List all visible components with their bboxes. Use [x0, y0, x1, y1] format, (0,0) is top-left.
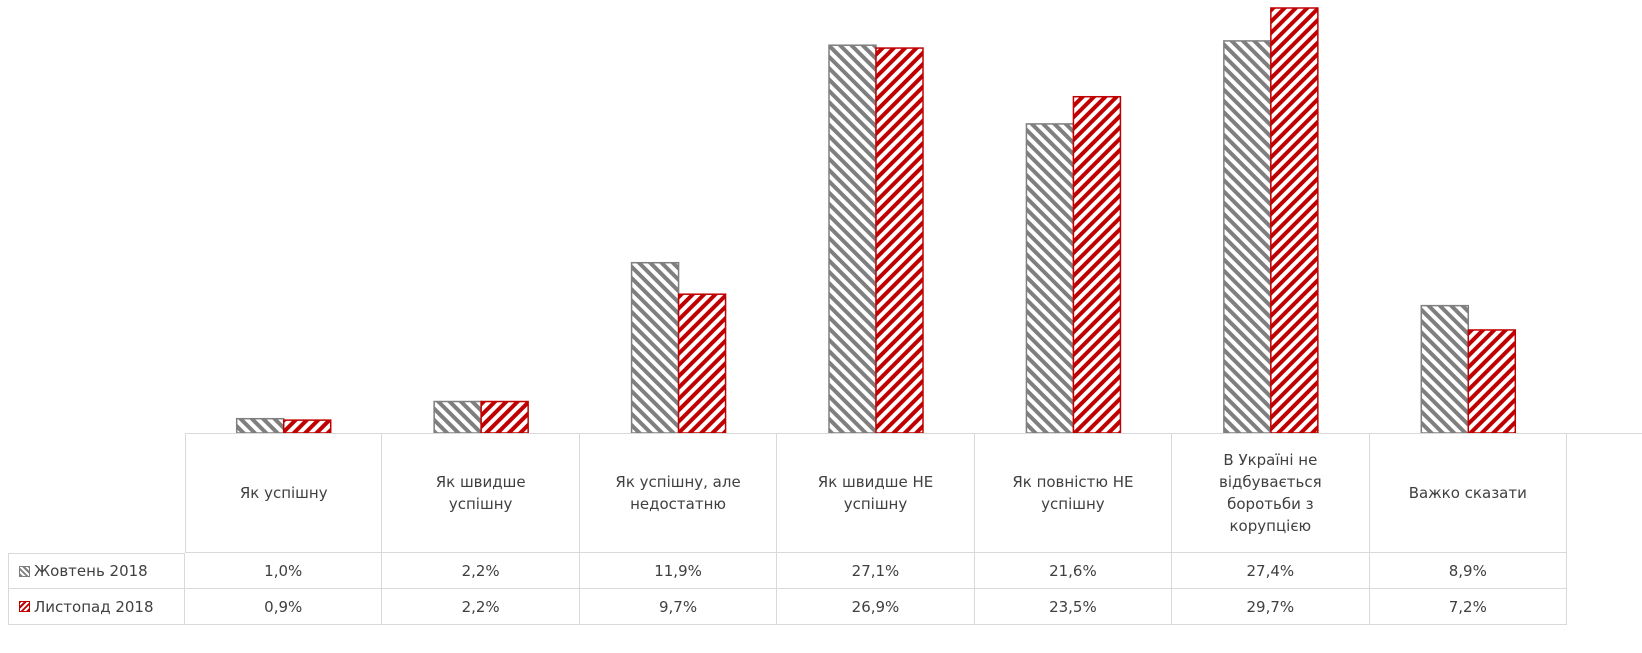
legend-key [19, 565, 30, 577]
legend-key [19, 601, 30, 612]
data-label: 0,9% [185, 589, 383, 625]
bar [630, 261, 680, 434]
category-label: Як швидше НЕ успішну [777, 433, 975, 553]
bar [1223, 40, 1272, 434]
category-label: Як повністю НЕ успішну [974, 433, 1173, 553]
legend-label: Листопад 2018 [34, 597, 154, 616]
table-top-border [185, 433, 1642, 434]
bar [480, 400, 529, 434]
data-label: 8,9% [1369, 553, 1567, 589]
data-label: 9,7% [579, 589, 778, 625]
bar [282, 419, 332, 434]
bar [433, 400, 482, 434]
bar [1420, 304, 1470, 434]
bar [1025, 123, 1075, 434]
category-label: Важко сказати [1369, 433, 1567, 553]
bar [677, 293, 727, 434]
data-label: 23,5% [974, 589, 1173, 625]
category-label: В Україні не відбувається боротьби з кор… [1172, 433, 1370, 553]
data-label: 2,2% [382, 553, 580, 589]
bar [1072, 95, 1122, 434]
legend-entry: Жовтень 2018 [8, 553, 185, 589]
category-label: Як успішну, але недостатню [579, 433, 778, 553]
data-label: 26,9% [777, 589, 975, 625]
data-label: 2,2% [382, 589, 580, 625]
bar [875, 47, 924, 434]
data-label: 11,9% [579, 553, 778, 589]
data-label: 1,0% [185, 553, 383, 589]
data-label: 27,1% [777, 553, 975, 589]
category-label: Як швидше успішну [382, 433, 580, 553]
data-label: 27,4% [1172, 553, 1370, 589]
bar [1467, 329, 1517, 434]
bar [235, 417, 285, 434]
bar [1270, 7, 1319, 434]
data-label: 29,7% [1172, 589, 1370, 625]
data-label: 7,2% [1369, 589, 1567, 625]
legend-label: Жовтень 2018 [34, 562, 148, 580]
category-label: Як успішну [185, 433, 383, 553]
legend-entry: Листопад 2018 [8, 589, 185, 625]
bar [828, 44, 877, 434]
data-label: 21,6% [974, 553, 1173, 589]
